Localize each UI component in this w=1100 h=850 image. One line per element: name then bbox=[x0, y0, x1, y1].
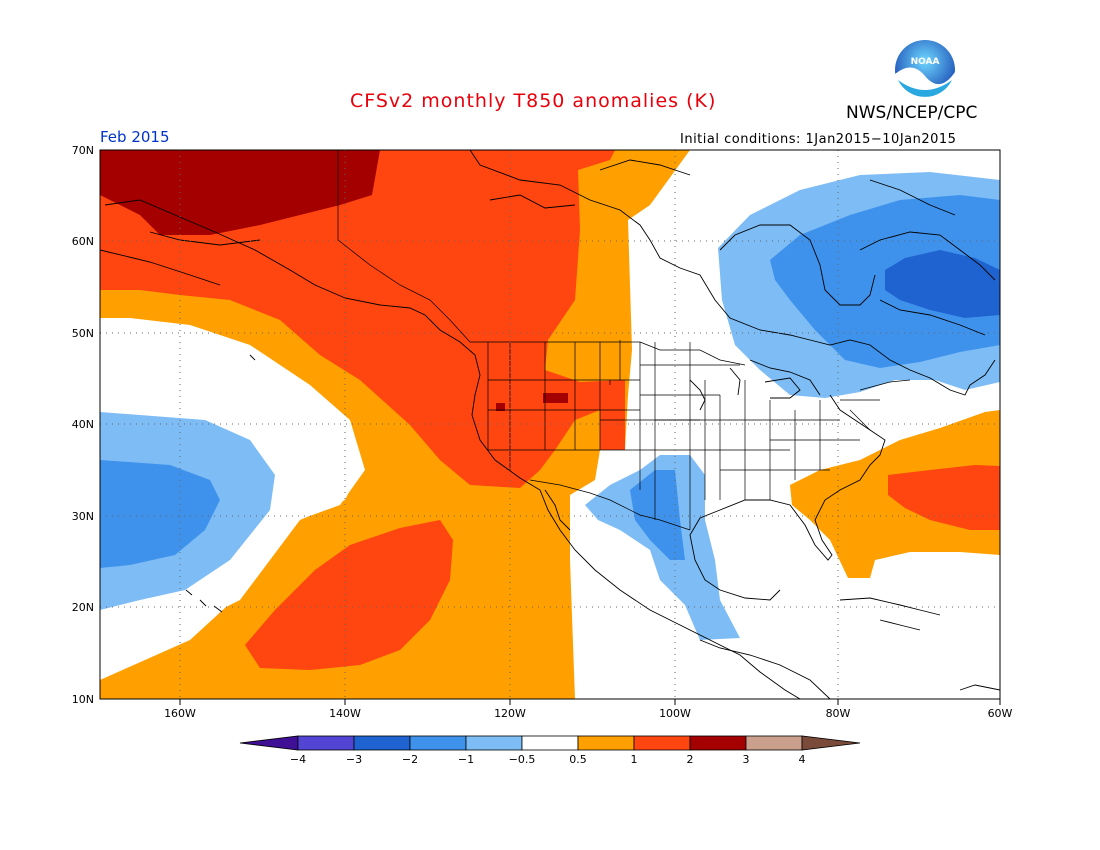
lon-label: 140W bbox=[329, 707, 361, 720]
legend-swatch bbox=[465, 735, 523, 751]
map-panel bbox=[100, 150, 1000, 699]
legend-arrow-low bbox=[239, 735, 299, 751]
legend-swatch bbox=[521, 735, 579, 751]
legend-swatch bbox=[689, 735, 747, 751]
lon-label: 80W bbox=[826, 707, 851, 720]
legend-tick-label: −0.5 bbox=[509, 753, 536, 766]
map-frame bbox=[99, 149, 1001, 700]
lon-label: 160W bbox=[164, 707, 196, 720]
legend-tick-label: 4 bbox=[799, 753, 806, 766]
legend-swatch bbox=[297, 735, 355, 751]
lat-label: 70N bbox=[72, 144, 94, 157]
legend-swatch bbox=[353, 735, 411, 751]
noaa-logo: NOAA bbox=[895, 40, 956, 104]
legend-swatch bbox=[577, 735, 635, 751]
noaa-logo-text: NOAA bbox=[911, 57, 940, 67]
lat-label: 60N bbox=[72, 235, 94, 248]
legend-tick-label: 0.5 bbox=[569, 753, 587, 766]
lon-axis: 160W 140W 120W 100W 80W 60W bbox=[164, 699, 1013, 720]
lon-label: 60W bbox=[988, 707, 1013, 720]
lat-label: 40N bbox=[72, 418, 94, 431]
lat-label: 30N bbox=[72, 510, 94, 523]
legend-tick-label: −4 bbox=[290, 753, 306, 766]
color-legend: −4 −3 −2 −1 −0.5 0.5 1 2 3 4 bbox=[239, 735, 861, 766]
initial-conditions: Initial conditions: 1Jan2015−10Jan2015 bbox=[680, 132, 957, 147]
lon-label: 100W bbox=[659, 707, 691, 720]
legend-tick-label: −2 bbox=[402, 753, 418, 766]
lat-axis: 70N 60N 50N 40N 30N 20N 10N bbox=[72, 144, 94, 706]
chart-title: CFSv2 monthly T850 anomalies (K) bbox=[350, 90, 717, 112]
legend-swatch bbox=[745, 735, 803, 751]
lat-label: 50N bbox=[72, 327, 94, 340]
agency-label: NWS/NCEP/CPC bbox=[846, 103, 978, 123]
legend-swatch bbox=[633, 735, 691, 751]
lon-label: 120W bbox=[494, 707, 526, 720]
lat-label: 20N bbox=[72, 601, 94, 614]
legend-tick-label: −1 bbox=[458, 753, 474, 766]
legend-tick-label: 1 bbox=[631, 753, 638, 766]
legend-tick-label: 3 bbox=[743, 753, 750, 766]
lat-label: 10N bbox=[72, 693, 94, 706]
forecast-period: Feb 2015 bbox=[100, 128, 170, 146]
legend-tick-label: 2 bbox=[687, 753, 694, 766]
legend-swatch bbox=[409, 735, 467, 751]
legend-tick-label: −3 bbox=[346, 753, 362, 766]
legend-arrow-high bbox=[801, 735, 861, 751]
